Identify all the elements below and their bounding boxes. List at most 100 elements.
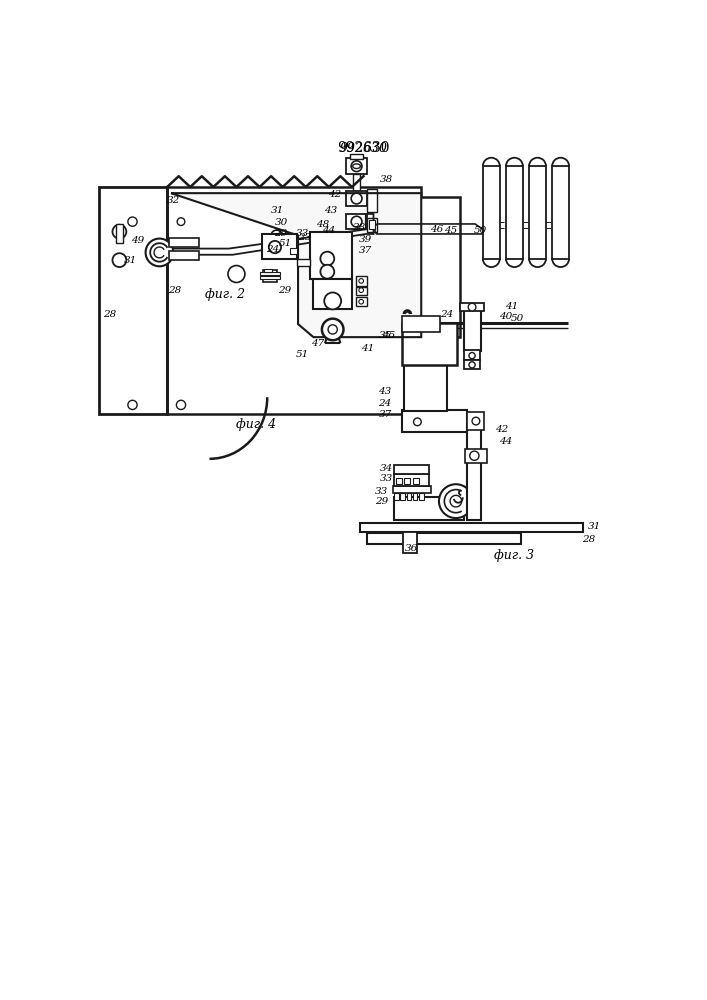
Circle shape: [325, 292, 341, 309]
Circle shape: [469, 353, 475, 359]
Text: 42: 42: [496, 425, 509, 434]
Circle shape: [128, 400, 137, 410]
Bar: [346, 158, 368, 174]
Circle shape: [269, 241, 281, 253]
Bar: [291, 248, 296, 254]
Bar: [407, 493, 411, 500]
Bar: [465, 449, 486, 463]
Text: 992630: 992630: [339, 142, 387, 155]
Bar: [170, 238, 199, 247]
Bar: [402, 410, 467, 432]
Text: 29: 29: [274, 229, 288, 238]
Circle shape: [351, 161, 362, 172]
Bar: [346, 191, 368, 206]
Circle shape: [320, 265, 334, 279]
Text: 31: 31: [588, 522, 601, 531]
Circle shape: [177, 218, 185, 225]
Text: 49: 49: [132, 236, 144, 245]
Circle shape: [351, 193, 362, 204]
Text: 36: 36: [404, 544, 418, 553]
Text: 40: 40: [499, 312, 513, 321]
Bar: [464, 360, 480, 369]
Bar: [506, 166, 523, 259]
Bar: [464, 309, 481, 351]
Bar: [467, 428, 481, 520]
Text: 45: 45: [382, 331, 395, 340]
Text: 48: 48: [316, 220, 329, 229]
Circle shape: [351, 216, 362, 227]
Bar: [413, 478, 419, 484]
Circle shape: [472, 417, 480, 425]
Circle shape: [112, 225, 127, 239]
Bar: [529, 166, 546, 259]
Text: 28: 28: [583, 535, 596, 544]
Text: 50: 50: [474, 226, 487, 235]
Circle shape: [414, 418, 421, 426]
Text: 41: 41: [361, 344, 374, 353]
Circle shape: [112, 253, 127, 267]
Bar: [460, 303, 484, 311]
Circle shape: [322, 319, 344, 340]
Circle shape: [176, 400, 186, 410]
Bar: [404, 478, 409, 484]
Text: 33: 33: [296, 229, 309, 238]
Circle shape: [469, 362, 475, 368]
Circle shape: [328, 325, 337, 334]
Bar: [264, 270, 277, 282]
Text: 33: 33: [380, 474, 393, 483]
Text: 31: 31: [124, 256, 137, 265]
Circle shape: [439, 484, 473, 518]
Bar: [552, 166, 569, 259]
Text: 31: 31: [271, 206, 284, 215]
Text: 24: 24: [440, 310, 453, 319]
Bar: [393, 486, 431, 493]
Bar: [464, 350, 480, 360]
Bar: [368, 218, 377, 232]
Text: 44: 44: [499, 437, 513, 446]
Bar: [262, 234, 296, 259]
Text: 50: 50: [511, 314, 524, 323]
Circle shape: [359, 279, 363, 283]
Text: 28: 28: [103, 310, 116, 319]
Bar: [354, 174, 360, 191]
Text: 30: 30: [274, 218, 288, 227]
Polygon shape: [375, 224, 483, 234]
Bar: [260, 276, 281, 279]
Bar: [100, 187, 167, 414]
Text: 29: 29: [279, 286, 291, 295]
Bar: [356, 276, 368, 286]
Bar: [368, 189, 377, 212]
Circle shape: [359, 299, 363, 304]
Bar: [419, 493, 423, 500]
Text: фиг. 2: фиг. 2: [205, 288, 245, 301]
Text: 24: 24: [378, 399, 392, 408]
Bar: [356, 287, 368, 295]
Bar: [400, 493, 405, 500]
Bar: [369, 220, 375, 229]
Polygon shape: [171, 193, 421, 337]
Circle shape: [271, 230, 282, 241]
Bar: [402, 323, 457, 365]
Bar: [350, 154, 363, 158]
Text: 38: 38: [353, 223, 366, 232]
Text: 45: 45: [444, 226, 457, 235]
Text: 38: 38: [380, 175, 393, 184]
Bar: [395, 465, 429, 474]
Bar: [260, 272, 281, 275]
Polygon shape: [167, 187, 460, 414]
Text: 992630: 992630: [337, 141, 390, 155]
Text: 41: 41: [505, 302, 518, 311]
Text: 37: 37: [359, 246, 373, 255]
Bar: [403, 532, 416, 553]
Text: 23: 23: [298, 233, 311, 242]
Bar: [346, 214, 368, 229]
Text: 28: 28: [168, 286, 182, 295]
Text: 46: 46: [430, 225, 443, 234]
Bar: [467, 412, 484, 430]
Text: 37: 37: [378, 410, 392, 419]
Text: 32: 32: [167, 196, 180, 205]
Text: 34: 34: [380, 464, 393, 473]
Bar: [395, 474, 429, 486]
Bar: [368, 533, 521, 544]
Bar: [360, 523, 583, 532]
